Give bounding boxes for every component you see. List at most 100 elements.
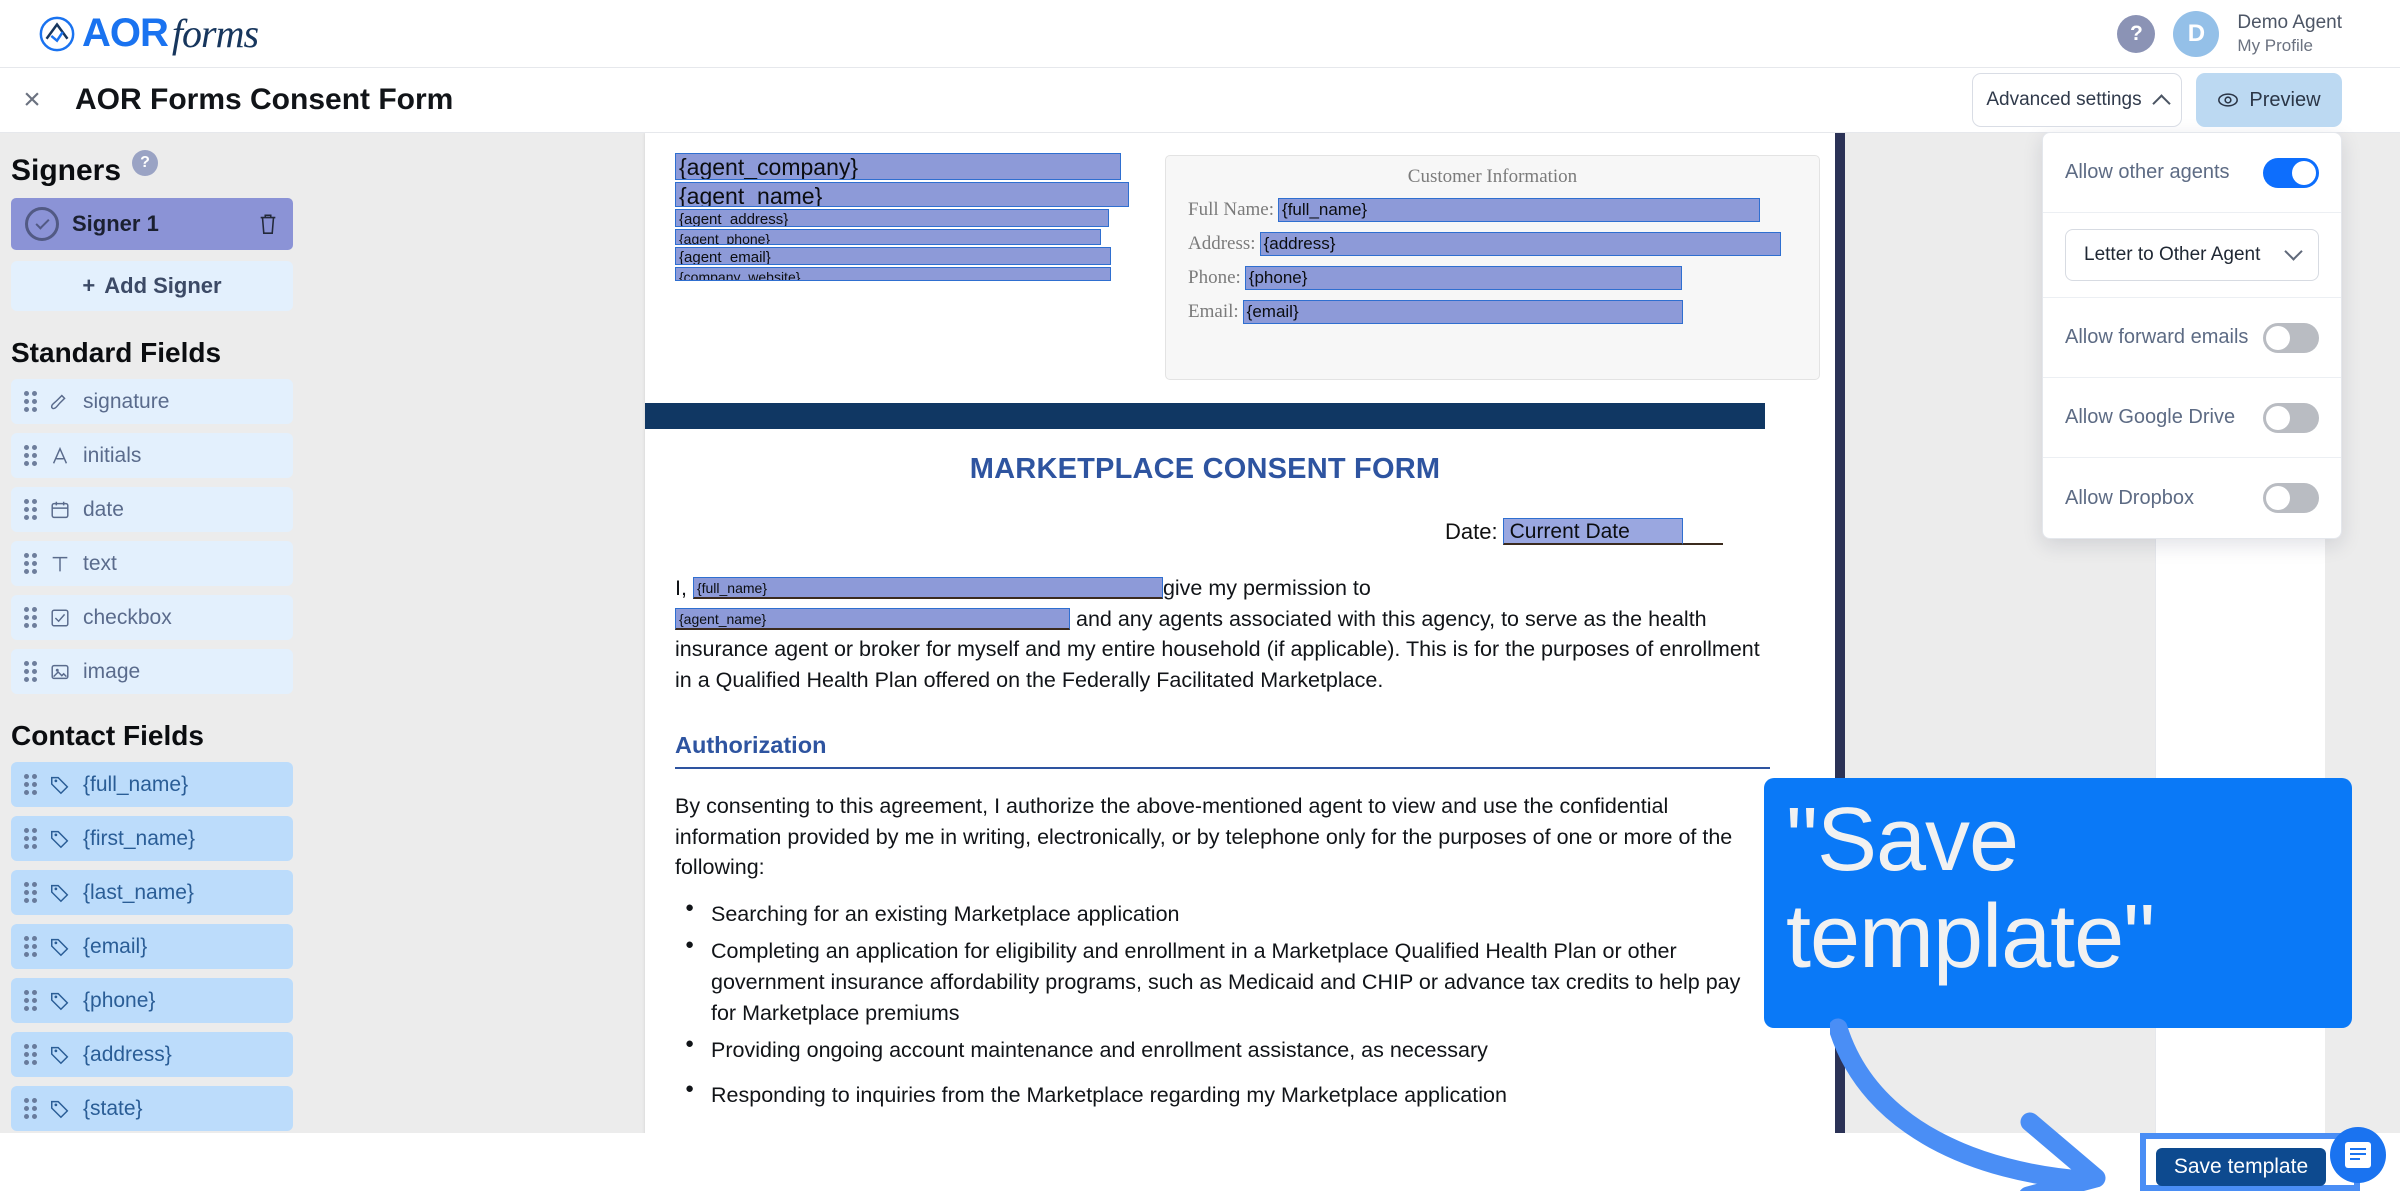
toggle-allow-other-agents[interactable] [2263, 157, 2319, 188]
save-template-button[interactable]: Save template [2156, 1148, 2326, 1186]
toggle-allow-forward-emails[interactable] [2263, 322, 2319, 353]
user-menu[interactable]: Demo Agent My Profile [2237, 11, 2342, 58]
add-signer-label: Add Signer [104, 273, 222, 298]
logo-forms-text: forms [171, 11, 259, 56]
chevron-down-icon [2284, 241, 2303, 261]
trash-icon[interactable] [257, 212, 279, 236]
customer-row-full-name: Full Name: {full_name} [1188, 198, 1819, 222]
field-initials[interactable]: initials [11, 433, 293, 478]
doc-tag-agent-company[interactable]: {agent_company} [675, 153, 1121, 180]
drag-handle-icon[interactable] [24, 828, 37, 849]
pen-icon [50, 394, 66, 409]
tag-icon [51, 1046, 69, 1064]
field-text[interactable]: text [11, 541, 293, 586]
doc-tag-full-name[interactable]: {full_name} [1278, 198, 1761, 222]
drag-handle-icon[interactable] [24, 1098, 37, 1119]
drag-handle-icon[interactable] [24, 391, 37, 412]
toggle-allow-google-drive[interactable] [2263, 402, 2319, 433]
contact-fields-title: Contact Fields [11, 720, 204, 751]
close-icon[interactable]: × [23, 83, 41, 116]
drag-handle-icon[interactable] [24, 1044, 37, 1065]
drag-handle-icon[interactable] [24, 553, 37, 574]
help-icon[interactable]: ? [2117, 15, 2156, 53]
contact-field-address[interactable]: {address} [11, 1032, 293, 1077]
navy-divider-band [645, 403, 1765, 429]
drag-handle-icon[interactable] [24, 445, 37, 466]
setting-row-allow-other-agents[interactable]: Allow other agents [2043, 133, 2341, 213]
customer-row-email: Email: {email} [1188, 300, 1819, 324]
tag-icon [51, 1100, 69, 1118]
page-right-rail [1835, 133, 1845, 1191]
date-label: Date: [1445, 519, 1498, 544]
contact-field-phone[interactable]: {phone} [11, 978, 293, 1023]
field-signature[interactable]: signature [11, 379, 293, 424]
signers-help-icon[interactable]: ? [132, 150, 159, 176]
doc-tag-agent-name[interactable]: {agent_name} [675, 182, 1129, 207]
signer-item[interactable]: Signer 1 [11, 198, 293, 250]
intro-paragraph: I, {full_name} give my permission to {age… [675, 573, 1770, 695]
drag-handle-icon[interactable] [24, 661, 37, 682]
preview-label: Preview [2249, 88, 2321, 111]
doc-tag-current-date[interactable]: Current Date [1502, 518, 1683, 545]
field-image[interactable]: image [11, 649, 293, 694]
image-icon [51, 664, 69, 679]
preview-button[interactable]: Preview [2196, 73, 2342, 127]
doc-tag-intro-full-name[interactable]: {full_name} [692, 577, 1163, 599]
setting-row-allow-forward-emails[interactable]: Allow forward emails [2043, 298, 2341, 378]
toggle-allow-dropbox[interactable] [2263, 483, 2319, 513]
avatar[interactable]: D [2173, 11, 2220, 57]
footer-left-spacer [0, 1133, 305, 1191]
contact-field-label: {full_name} [83, 772, 189, 796]
authorization-paragraph: By consenting to this agreement, I autho… [675, 794, 1733, 880]
page-title: AOR Forms Consent Form [75, 83, 454, 116]
add-signer-button[interactable]: + Add Signer [11, 261, 293, 311]
field-label: image [83, 659, 141, 683]
contact-field-state[interactable]: {state} [11, 1086, 293, 1131]
row-label: Full Name: [1188, 199, 1275, 220]
doc-tag-email[interactable]: {email} [1242, 300, 1683, 324]
document-fab-icon[interactable] [2330, 1127, 2386, 1183]
letter-type-select[interactable]: Letter to Other Agent [2065, 229, 2319, 281]
contact-field-last-name[interactable]: {last_name} [11, 870, 293, 915]
doc-tag-intro-agent-name[interactable]: {agent_name} [675, 607, 1070, 630]
drag-handle-icon[interactable] [24, 607, 37, 628]
intro-middle: give my permission to [1162, 576, 1371, 600]
contact-field-label: {last_name} [83, 880, 194, 904]
setting-row-allow-dropbox[interactable]: Allow Dropbox [2043, 458, 2341, 538]
document-body: I, {full_name} give my permission to {age… [675, 573, 1770, 1191]
doc-tag-company-website[interactable]: {company_website} [675, 267, 1111, 281]
contact-field-label: {email} [83, 934, 148, 958]
field-date[interactable]: date [11, 487, 293, 532]
field-checkbox[interactable]: checkbox [11, 595, 293, 640]
tag-icon [51, 830, 69, 848]
contact-field-first-name[interactable]: {first_name} [11, 816, 293, 861]
advanced-settings-button[interactable]: Advanced settings [1972, 73, 2182, 127]
app-logo[interactable]: AOR forms [38, 10, 259, 57]
drag-handle-icon[interactable] [24, 774, 37, 795]
drag-handle-icon[interactable] [24, 936, 37, 957]
eye-icon [2218, 93, 2239, 107]
customer-information-card: Customer Information Full Name: {full_na… [1165, 155, 1820, 380]
doc-tag-agent-email[interactable]: {agent_email} [675, 247, 1111, 265]
contact-field-label: {address} [83, 1042, 172, 1066]
contact-field-full-name[interactable]: {full_name} [11, 762, 293, 807]
advanced-settings-label: Advanced settings [1986, 89, 2142, 110]
setting-row-allow-google-drive[interactable]: Allow Google Drive [2043, 378, 2341, 458]
letter-a-icon [52, 446, 68, 464]
drag-handle-icon[interactable] [24, 990, 37, 1011]
toggle-knob [2266, 405, 2290, 430]
field-label: date [83, 497, 124, 521]
doc-tag-address[interactable]: {address} [1259, 232, 1781, 256]
drag-handle-icon[interactable] [24, 882, 37, 903]
doc-tag-phone[interactable]: {phone} [1244, 266, 1682, 290]
date-line: Date: Current Date [1445, 518, 1723, 545]
contact-field-label: {phone} [83, 988, 156, 1012]
doc-tag-agent-address[interactable]: {agent_address} [675, 209, 1109, 227]
doc-tag-agent-phone[interactable]: {agent_phone} [675, 229, 1101, 245]
checkbox-icon [51, 608, 69, 627]
customer-card-title: Customer Information [1407, 166, 1578, 187]
contact-field-email[interactable]: {email} [11, 924, 293, 969]
drag-handle-icon[interactable] [24, 499, 37, 520]
letter-type-value: Letter to Other Agent [2084, 244, 2261, 265]
